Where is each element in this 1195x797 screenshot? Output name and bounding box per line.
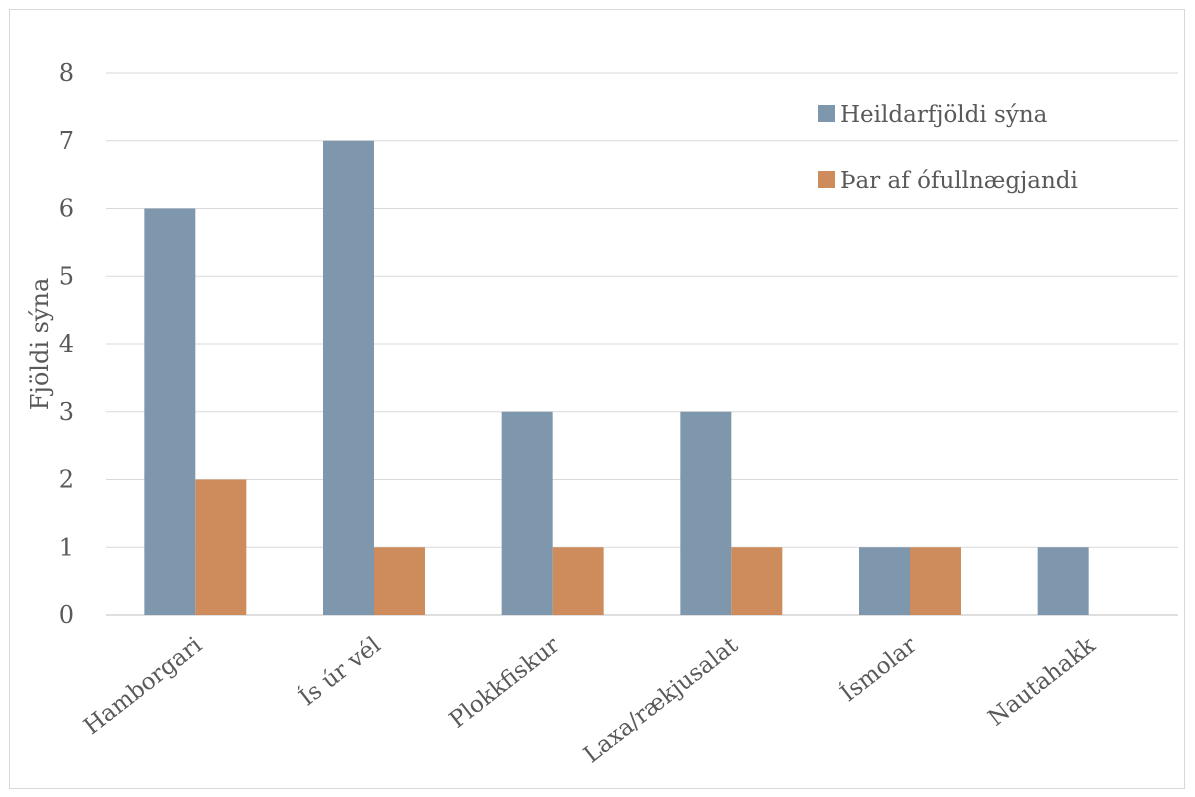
bar-unsatisfactory xyxy=(910,547,961,615)
y-tick-label: 2 xyxy=(59,466,74,494)
x-category-label: Plokkfiskur xyxy=(445,632,565,733)
bar-unsatisfactory xyxy=(374,547,425,615)
y-axis-ticks: 0 1 2 3 4 5 6 7 8 xyxy=(59,59,74,629)
bar-unsatisfactory xyxy=(731,547,783,615)
x-category-label: Laxa/rækjusalat xyxy=(579,632,744,769)
legend-label: Þar af ófullnægjandi xyxy=(840,168,1078,194)
x-axis-categories: Hamborgari Ís úr vél Plokkfiskur Laxa/rækju… xyxy=(79,631,1101,768)
y-tick-label: 4 xyxy=(59,330,74,358)
x-category-label: Ís úr vél xyxy=(294,631,386,711)
legend-swatch xyxy=(818,105,835,122)
gridlines xyxy=(106,72,1178,616)
y-tick-label: 8 xyxy=(59,59,74,87)
bars xyxy=(144,140,1089,615)
y-tick-label: 6 xyxy=(59,195,74,223)
y-tick-label: 7 xyxy=(59,127,74,155)
legend: Heildarfjöldi sýna Þar af ófullnægjandi xyxy=(818,102,1078,194)
y-tick-label: 3 xyxy=(59,398,74,426)
y-axis-title: Fjöldi sýna xyxy=(26,278,54,411)
bar-total xyxy=(144,208,196,615)
bar-total xyxy=(1037,547,1089,615)
bar-unsatisfactory xyxy=(552,547,604,615)
legend-swatch xyxy=(818,171,835,188)
bar-unsatisfactory xyxy=(195,479,247,615)
bar-total xyxy=(859,547,910,615)
x-category-label: Ísmolar xyxy=(835,631,921,707)
y-tick-label: 5 xyxy=(59,262,74,290)
bar-total xyxy=(323,140,374,615)
x-category-label: Nautahakk xyxy=(983,632,1101,732)
legend-label: Heildarfjöldi sýna xyxy=(840,102,1048,128)
bar-total xyxy=(680,411,732,615)
y-tick-label: 1 xyxy=(59,533,74,561)
x-category-label: Hamborgari xyxy=(79,632,207,740)
chart-frame xyxy=(9,9,1185,789)
y-tick-label: 0 xyxy=(59,601,74,629)
bar-total xyxy=(501,411,553,615)
